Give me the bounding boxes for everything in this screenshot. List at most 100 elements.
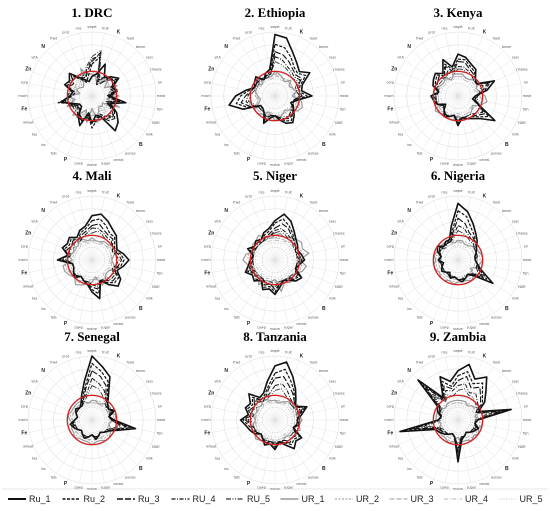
spoke-label: milk — [329, 296, 336, 300]
grid-spoke — [56, 95, 93, 150]
grid-spoke — [274, 419, 288, 483]
spoke-label: fruit — [468, 190, 476, 194]
grid-spoke — [239, 419, 276, 474]
series-line-ru-1 — [56, 213, 130, 300]
grid-spoke — [274, 71, 335, 97]
grid-spoke — [404, 384, 459, 421]
grid-spoke — [215, 419, 276, 445]
spoke-label: oil — [524, 81, 528, 85]
grid-spoke — [457, 95, 471, 159]
spoke-label: rice — [75, 26, 81, 30]
spoke-label: B — [322, 142, 326, 148]
spoke-label: Fe — [21, 270, 27, 276]
grid-spoke — [274, 419, 338, 433]
spoke-label: cereal — [296, 482, 306, 486]
grid-spoke — [91, 419, 128, 474]
grid-spoke — [239, 259, 276, 314]
grid-spoke — [262, 259, 276, 323]
grid-spoke — [91, 95, 152, 121]
spoke-label: tea — [215, 132, 220, 136]
grid-spoke — [46, 419, 93, 466]
spoke-label: fats — [417, 475, 423, 479]
grid-spoke — [250, 36, 276, 97]
spoke-label: Fe — [21, 106, 27, 112]
spoke-label: wheat — [206, 284, 217, 288]
series-line-ur-5 — [72, 242, 110, 278]
spoke-label: Fe — [387, 270, 393, 276]
series-line-ur-4 — [69, 75, 115, 117]
grid-spoke — [91, 419, 152, 445]
grid-spoke — [32, 71, 93, 97]
spoke-label: sorg — [204, 405, 211, 409]
grid-spoke — [457, 259, 471, 323]
grid-spoke — [457, 95, 483, 156]
spoke-label: pulses — [125, 315, 136, 319]
spoke-label: food — [310, 37, 317, 41]
grid-spoke — [274, 259, 311, 314]
series-line-ru-2 — [59, 218, 125, 295]
spoke-label: milk — [146, 296, 153, 300]
grid-spoke — [457, 360, 483, 421]
spoke-label: bever — [319, 209, 329, 213]
grid-spoke — [274, 95, 329, 132]
spoke-label: N — [41, 208, 45, 214]
grid-spoke — [457, 366, 494, 421]
spoke-label: milk — [512, 456, 519, 460]
grid-spoke — [457, 60, 512, 97]
spoke-label: rice — [258, 350, 264, 354]
grid-spoke — [32, 419, 93, 445]
grid-spoke — [422, 366, 459, 421]
grid-spoke — [229, 419, 276, 466]
grid-spoke — [38, 95, 93, 132]
spoke-label: mach — [384, 94, 393, 98]
spoke-label: pulses — [491, 151, 502, 155]
spoke-label: K — [300, 29, 304, 35]
grid-spoke — [395, 83, 459, 97]
spoke-label: N — [224, 208, 228, 214]
spoke-label: prot — [428, 354, 435, 358]
series-line-ur-5 — [440, 78, 479, 114]
spoke-label: cowp — [257, 162, 266, 166]
spoke-label: sugar — [284, 162, 294, 166]
spoke-label: P — [430, 481, 434, 487]
spoke-label: K — [117, 353, 121, 359]
grid-spoke — [457, 419, 518, 445]
spoke-label: ins — [407, 143, 412, 147]
spoke-label: food — [127, 201, 134, 205]
spoke-label: cowp — [440, 162, 449, 166]
spoke-label: wheat — [206, 444, 217, 448]
grid-spoke — [56, 42, 93, 97]
spoke-label: N — [407, 44, 411, 50]
grid-spoke — [212, 259, 276, 273]
grid-spoke — [38, 419, 93, 456]
grid-spoke — [445, 33, 459, 97]
spoke-label: wheat — [206, 120, 217, 124]
grid-spoke — [398, 235, 459, 261]
grid-spoke — [91, 206, 128, 261]
spoke-label: P — [247, 321, 251, 327]
grid-spoke — [274, 95, 300, 156]
series-line-ur-3 — [254, 399, 298, 443]
spoke-label: Fe — [204, 106, 210, 112]
grid-spoke — [239, 206, 276, 261]
grid-spoke — [457, 235, 518, 261]
grid-spoke — [457, 259, 512, 296]
spoke-label: veget — [453, 189, 463, 193]
spoke-label: P — [64, 481, 68, 487]
grid-spoke — [445, 95, 459, 159]
spoke-label: sugar — [101, 326, 111, 330]
spoke-label: vitA — [31, 56, 38, 60]
spoke-label: meat — [157, 94, 166, 98]
series-line-ur-5 — [76, 404, 108, 436]
spoke-label: mach — [201, 94, 210, 98]
spoke-label: K — [117, 29, 121, 35]
grid-spoke — [91, 259, 105, 323]
spoke-label: veget — [453, 349, 463, 353]
spoke-label: cowp — [74, 326, 83, 330]
spoke-label: sorg — [21, 81, 28, 85]
